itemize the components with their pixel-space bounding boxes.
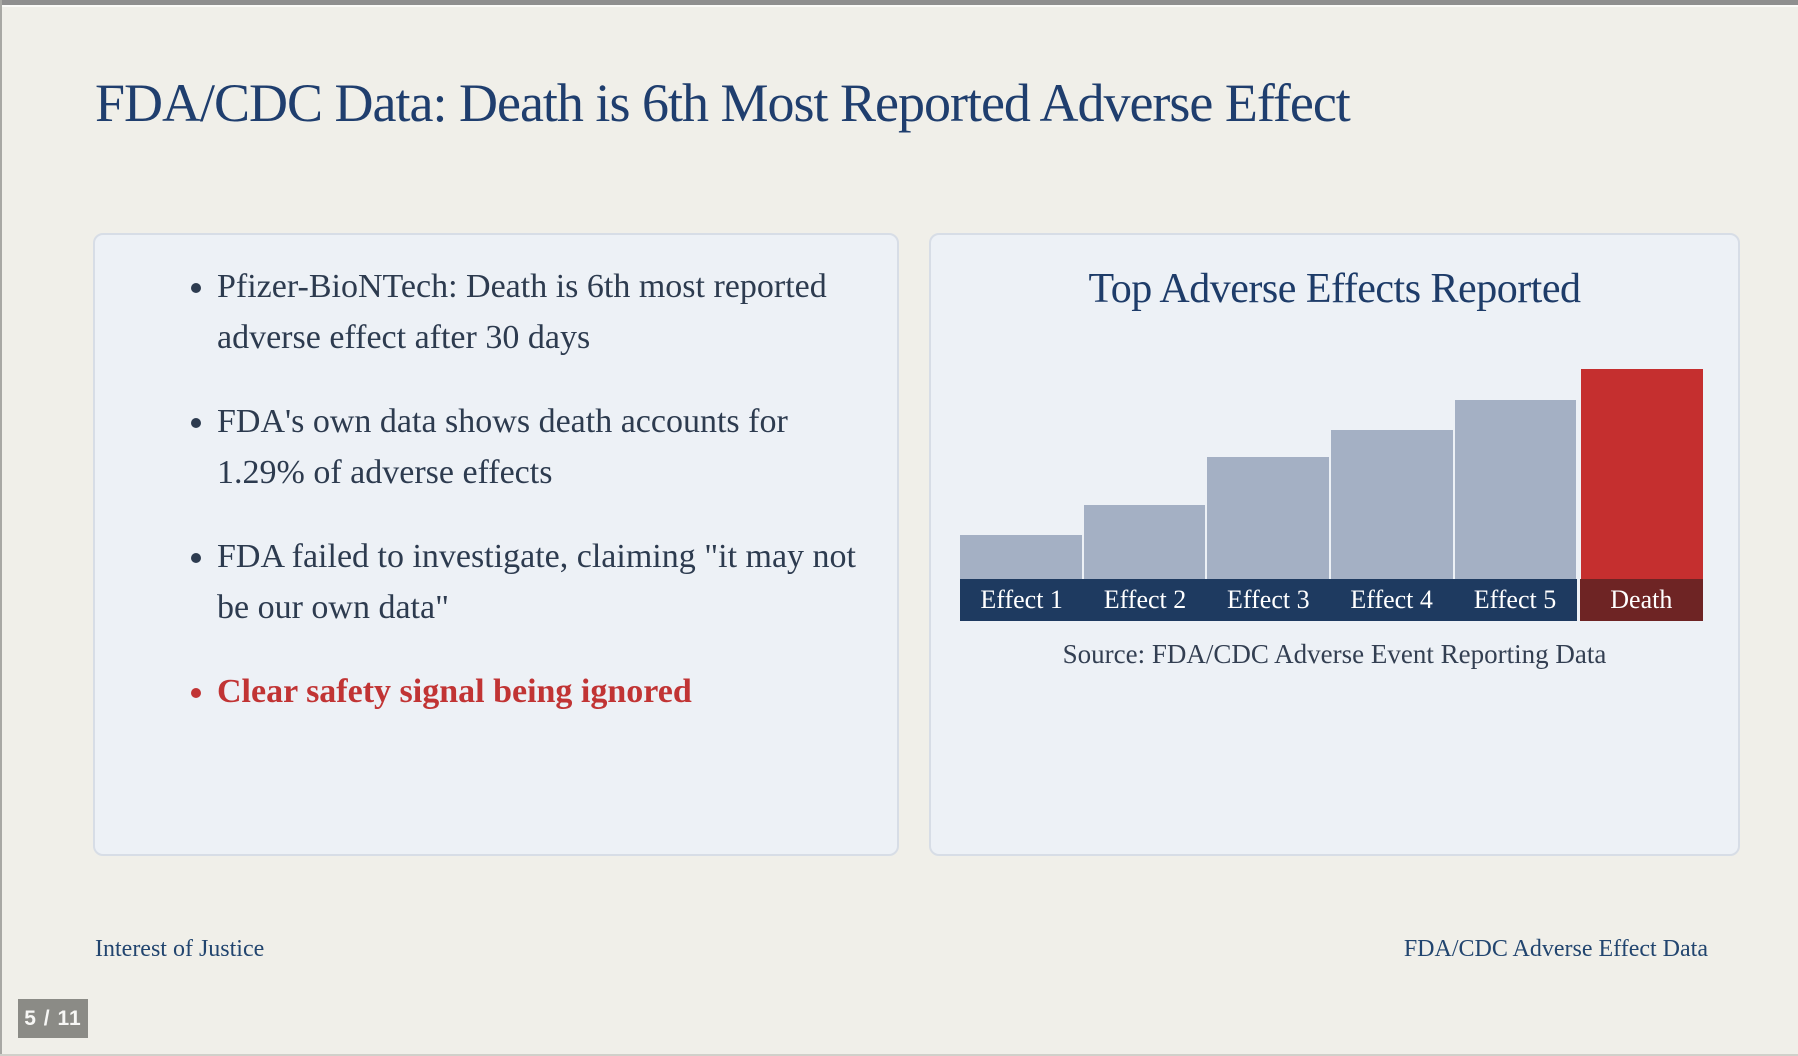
- bullet-item-alert: Clear safety signal being ignored: [217, 666, 865, 717]
- bar-cell: [1454, 400, 1579, 579]
- bar-cell: [960, 535, 1084, 579]
- bar-cell: [1331, 430, 1455, 579]
- bar-cell: [1207, 457, 1331, 579]
- bar-effect-3: [1207, 457, 1330, 579]
- footer-author: Interest of Justice: [95, 936, 265, 962]
- bar-death: [1581, 369, 1704, 579]
- bar-label-effect-2: Effect 2: [1083, 579, 1207, 621]
- window-top-edge: [0, 0, 1798, 7]
- footer-topic: FDA/CDC Adverse Effect Data: [1403, 936, 1708, 962]
- bar-effect-2: [1083, 505, 1206, 579]
- bullet-list: Pfizer-BioNTech: Death is 6th most repor…: [165, 261, 865, 717]
- bar-effect-4: [1331, 430, 1453, 579]
- bar-cell: [1083, 505, 1208, 579]
- bar-chart: Effect 1 Effect 2 Effect 3 Effect 4 Effect 5…: [960, 369, 1704, 621]
- bar-effect-1: [960, 535, 1082, 579]
- bar-effect-5: [1454, 400, 1577, 579]
- bar-label-effect-1: Effect 1: [960, 579, 1084, 621]
- bar-label-effect-4: Effect 4: [1329, 579, 1454, 621]
- bullet-item: FDA's own data shows death accounts for …: [217, 396, 865, 498]
- chart-label-band: Effect 1 Effect 2 Effect 3 Effect 4 Effect 5…: [960, 579, 1703, 621]
- page-indicator: 5 / 11: [18, 999, 88, 1038]
- bar-label-effect-5: Effect 5: [1453, 579, 1577, 621]
- bar-label-effect-3: Effect 3: [1206, 579, 1330, 621]
- chart-source: Source: FDA/CDC Adverse Event Reporting …: [1062, 639, 1607, 669]
- chart-bars: [960, 369, 1704, 579]
- bullet-item: FDA failed to investigate, claiming "it …: [217, 531, 865, 633]
- slide-title: FDA/CDC Data: Death is 6th Most Reported…: [95, 73, 1351, 133]
- chart-title: Top Adverse Effects Reported: [1088, 266, 1581, 312]
- bar-label-death: Death: [1576, 579, 1703, 621]
- bullet-panel: Pfizer-BioNTech: Death is 6th most repor…: [93, 233, 899, 856]
- bullet-item: Pfizer-BioNTech: Death is 6th most repor…: [217, 261, 865, 363]
- window-bottom-edge: [0, 1054, 1798, 1056]
- window-left-edge: [0, 0, 2, 1056]
- chart-panel: Top Adverse Effects Reported Effect 1 Eff…: [929, 233, 1740, 856]
- bar-cell: [1578, 369, 1704, 579]
